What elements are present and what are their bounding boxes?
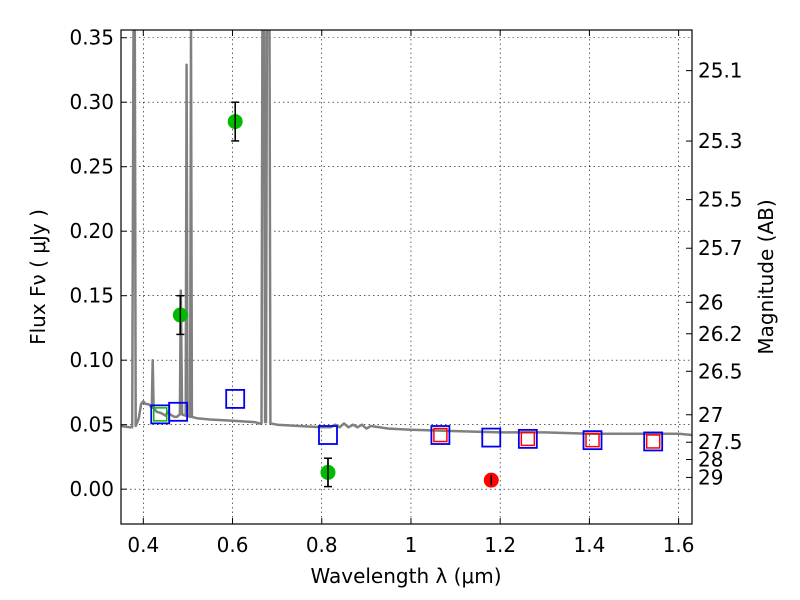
right-tick-label: 27 [698, 403, 723, 427]
model-photometry-square [153, 407, 168, 422]
x-tick-label: 0.8 [306, 533, 338, 557]
model-photometry-square [318, 425, 338, 445]
model-photometry-square [645, 434, 661, 449]
model-photometry-square [433, 427, 448, 443]
right-tick-label: 25.3 [698, 129, 743, 153]
y-tick-label: 0.05 [69, 413, 114, 437]
x-axis-label: Wavelength λ (μm) [310, 564, 501, 588]
model-photometry-square [585, 432, 600, 448]
y-axis-right-label: Magnitude (AB) [754, 199, 778, 354]
y-tick-label: 0.00 [69, 477, 114, 501]
y-axis-label: Flux Fν ( μJy ) [26, 209, 50, 345]
y-tick-label: 0.30 [69, 90, 114, 114]
right-tick-label: 25.7 [698, 236, 743, 260]
y-tick-label: 0.35 [69, 26, 114, 50]
model-photometry-square [520, 431, 536, 447]
grid-lines [121, 30, 692, 524]
right-tick-label: 25.1 [698, 59, 743, 83]
y-tick-label: 0.25 [69, 155, 114, 179]
y-tick-label: 0.10 [69, 348, 114, 372]
x-tick-label: 1 [405, 533, 418, 557]
y-tick-label: 0.15 [69, 284, 114, 308]
model-photometry-square [643, 431, 664, 452]
right-tick-label: 29 [698, 465, 723, 489]
y-tick-label: 0.20 [69, 219, 114, 243]
x-tick-label: 1.2 [484, 533, 516, 557]
right-tick-label: 26.2 [698, 322, 743, 346]
x-tick-label: 1.4 [573, 533, 605, 557]
right-tick-label: 28 [698, 448, 723, 472]
right-tick-label: 25.5 [698, 188, 743, 212]
right-tick-label: 26 [698, 290, 723, 314]
model-photometry-square [582, 430, 603, 451]
axis-ticks: 0.4 0.6 0.8 1 1.2 1.4 1.6 0.00 0.05 0.10 0.15 0.20 0… [69, 26, 742, 557]
model-photometry-square [168, 401, 189, 422]
x-tick-label: 1.6 [663, 533, 695, 557]
model-photometry-square [517, 428, 538, 449]
right-tick-label: 27.5 [698, 430, 743, 454]
right-tick-label: 26.5 [698, 359, 743, 383]
series-layer [121, 30, 692, 488]
x-tick-label: 0.6 [217, 533, 249, 557]
model-photometry-square [481, 427, 502, 448]
x-tick-label: 0.4 [127, 533, 159, 557]
plot-frame [120, 29, 693, 525]
model-photometry-square [430, 425, 451, 445]
model-photometry-square [225, 388, 246, 409]
model-spectrum-line [121, 30, 692, 437]
